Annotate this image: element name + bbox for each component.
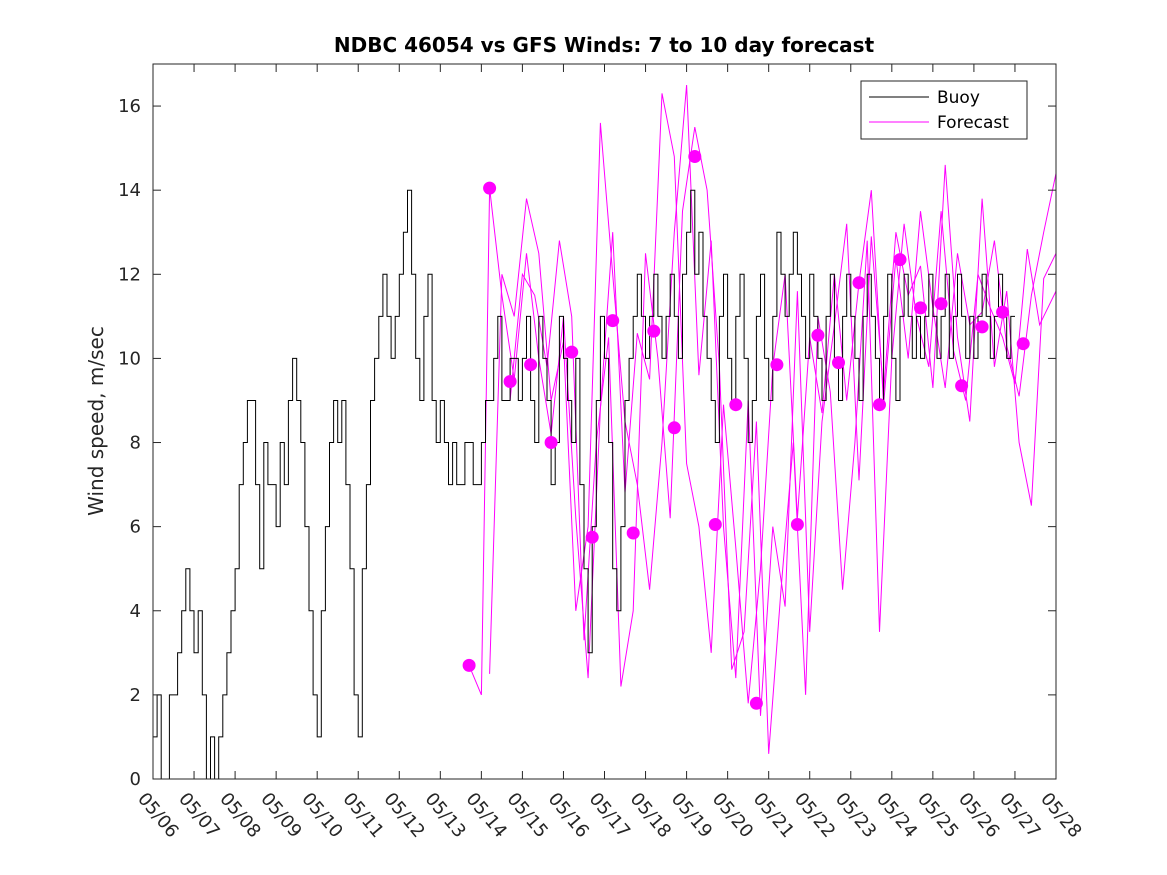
forecast-marker [544,436,558,449]
forecast-marker [914,301,927,315]
forecast-marker [832,356,845,370]
x-tick-label: 05/20 [708,789,757,842]
forecast-marker [585,530,599,544]
y-tick-label: 6 [130,517,141,538]
forecast-marker [647,324,661,338]
legend-label-buoy: Buoy [937,88,980,108]
x-tick-label: 05/09 [256,789,305,842]
forecast-marker [524,358,538,372]
x-tick-label: 05/13 [420,789,469,842]
y-tick-label: 14 [118,180,141,201]
chart-title: NDBC 46054 vs GFS Winds: 7 to 10 day for… [334,33,875,57]
forecast-marker [955,379,969,393]
forecast-marker [729,398,743,412]
y-tick-label: 0 [130,769,141,790]
x-tick-label: 05/12 [379,789,428,842]
forecast-marker [790,518,804,531]
x-tick-label: 05/11 [338,789,387,842]
x-tick-label: 05/19 [667,789,716,842]
forecast-marker [565,345,579,359]
forecast-marker [770,358,784,372]
x-tick-label: 05/16 [544,789,593,842]
forecast-marker [606,314,620,328]
x-tick-label: 05/17 [585,789,634,842]
x-tick-label: 05/18 [626,789,675,842]
forecast-marker [688,150,702,163]
x-tick-label: 05/15 [503,789,552,842]
forecast-marker [1016,337,1030,351]
x-tick-label: 05/23 [831,789,880,842]
y-axis-ticks: 0 2 4 6 8 10 12 14 16 [118,96,1056,790]
forecast-marker [811,328,825,342]
y-tick-label: 12 [118,264,141,285]
x-tick-label: 05/14 [462,789,511,842]
y-tick-label: 10 [118,348,141,369]
y-axis-label: Wind speed, m/sec [84,326,108,516]
forecast-marker [708,518,722,531]
y-tick-label: 16 [118,96,141,117]
x-tick-label: 05/25 [913,789,962,842]
forecast-marker [873,398,886,412]
forecast-marker [667,421,681,435]
y-tick-label: 4 [130,601,141,622]
forecast-marker [975,320,989,334]
forecast-marker [462,658,476,672]
forecast-marker [503,375,517,388]
forecast-marker [934,297,948,311]
x-tick-label: 05/28 [1036,789,1085,842]
buoy-line [153,189,1015,780]
x-tick-label: 05/21 [749,789,798,842]
x-tick-label: 05/06 [133,789,182,842]
y-tick-label: 8 [130,433,141,454]
x-tick-label: 05/07 [174,789,223,842]
forecast-marker [483,181,497,195]
legend-label-forecast: Forecast [937,113,1009,133]
forecast-marker [626,526,640,540]
marker-layer [462,150,1030,710]
x-tick-label: 05/08 [215,789,264,842]
x-tick-label: 05/24 [872,789,921,842]
x-tick-label: 05/10 [297,789,346,842]
x-tick-label: 05/27 [995,789,1044,842]
forecast-marker [996,305,1010,319]
x-tick-label: 05/26 [954,789,1003,842]
legend: Buoy Forecast [860,80,1028,140]
forecast-marker [893,253,907,267]
plot-background [153,64,1056,779]
forecast-marker [852,276,866,290]
legend-box [860,80,1028,140]
y-tick-label: 2 [130,685,141,706]
forecast-marker [749,696,763,710]
x-tick-label: 05/22 [790,789,839,842]
